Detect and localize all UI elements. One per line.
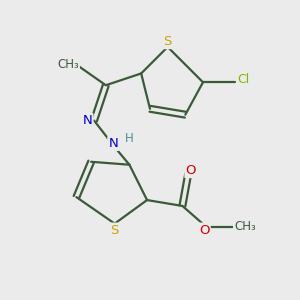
Text: Cl: Cl	[238, 74, 250, 86]
Text: S: S	[164, 35, 172, 48]
Text: O: O	[185, 164, 196, 177]
Text: N: N	[83, 114, 92, 127]
Text: H: H	[124, 132, 133, 145]
Text: CH₃: CH₃	[57, 58, 79, 71]
Text: N: N	[108, 137, 118, 150]
Text: S: S	[110, 224, 119, 237]
Text: CH₃: CH₃	[234, 220, 256, 233]
Text: O: O	[199, 224, 210, 237]
